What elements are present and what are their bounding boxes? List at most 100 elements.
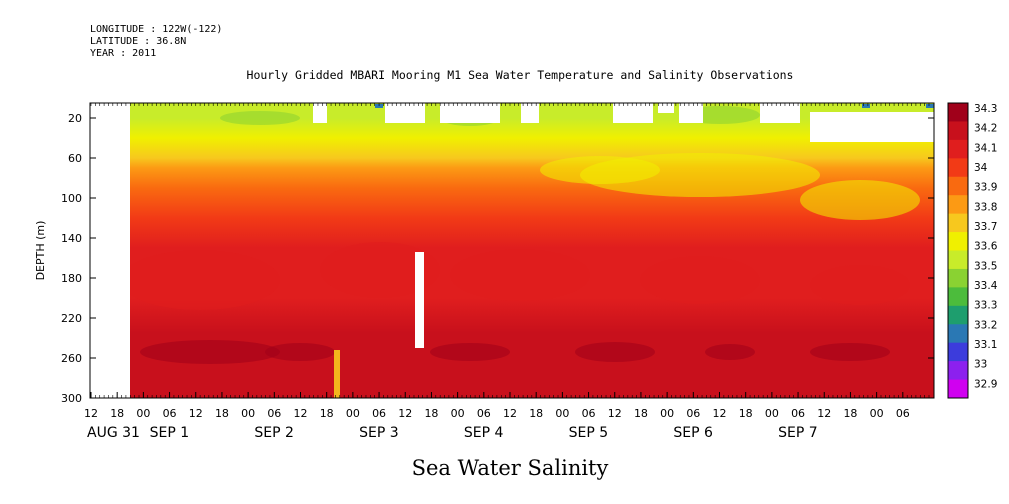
x-tick-label: 00 bbox=[136, 407, 150, 420]
colorbar-label: 33.2 bbox=[974, 319, 997, 331]
colorbar-swatch bbox=[948, 361, 968, 381]
y-tick-label: 20 bbox=[68, 112, 82, 125]
x-tick-label: 00 bbox=[870, 407, 884, 420]
colorbar-label: 33.1 bbox=[974, 339, 997, 351]
missing-data-gap bbox=[313, 103, 327, 123]
x-day-label: SEP 1 bbox=[150, 425, 190, 441]
colorbar-label: 33 bbox=[974, 359, 987, 371]
field-patch bbox=[705, 344, 755, 360]
x-tick-label: 00 bbox=[765, 407, 779, 420]
x-tick-label: 18 bbox=[739, 407, 753, 420]
x-tick-label: 06 bbox=[791, 407, 805, 420]
x-tick-label: 18 bbox=[110, 407, 124, 420]
colorbar-label: 33.5 bbox=[974, 260, 997, 272]
field-patch bbox=[320, 242, 440, 298]
field-patch bbox=[450, 249, 590, 301]
field-patch bbox=[640, 256, 760, 304]
plot-frame bbox=[89, 102, 935, 399]
colorbar-swatch bbox=[948, 232, 968, 251]
y-tick-label: 140 bbox=[61, 232, 82, 245]
x-tick-label: 18 bbox=[215, 407, 229, 420]
missing-data-gap bbox=[90, 103, 130, 398]
y-tick-label: 180 bbox=[61, 272, 82, 285]
field-patch bbox=[140, 340, 280, 364]
colorbar-label: 33.4 bbox=[974, 280, 998, 292]
x-tick-label: 18 bbox=[634, 407, 648, 420]
colorbar-label: 33.3 bbox=[974, 300, 997, 312]
colorbar-label: 34.2 bbox=[974, 123, 997, 135]
missing-data-gap bbox=[521, 103, 539, 123]
plot-area bbox=[90, 103, 934, 398]
colorbar-label: 34 bbox=[974, 162, 988, 174]
x-tick-label: 12 bbox=[294, 407, 308, 420]
x-day-label: SEP 6 bbox=[673, 425, 713, 441]
x-day-label: SEP 3 bbox=[359, 425, 399, 441]
missing-data-gap bbox=[658, 103, 674, 113]
y-tick-label: 60 bbox=[68, 152, 82, 165]
field-patch bbox=[540, 156, 660, 184]
metadata-block: LONGITUDE : 122W(-122) LATITUDE : 36.8N … bbox=[90, 24, 222, 60]
field-patch bbox=[810, 343, 890, 361]
x-tick-label: 06 bbox=[582, 407, 596, 420]
x-tick-label: 18 bbox=[843, 407, 857, 420]
x-tick-label: 12 bbox=[398, 407, 412, 420]
colorbar-label: 32.9 bbox=[974, 378, 997, 390]
year-text: YEAR : 2011 bbox=[90, 48, 157, 59]
field-patch bbox=[430, 343, 510, 361]
colorbar-label: 33.9 bbox=[974, 182, 997, 194]
colorbar-frame bbox=[947, 102, 969, 399]
x-tick-label: 12 bbox=[189, 407, 203, 420]
y-tick-label: 300 bbox=[61, 392, 82, 405]
field-patch bbox=[265, 343, 335, 361]
colorbar-swatch bbox=[948, 342, 968, 362]
x-tick-label: 06 bbox=[686, 407, 700, 420]
colorbar-swatch bbox=[948, 213, 968, 233]
x-tick-label: 00 bbox=[660, 407, 674, 420]
x-day-label: SEP 7 bbox=[778, 425, 818, 441]
field-patch bbox=[120, 250, 280, 310]
axes: 20 60 100 140 180 220 260 300 DEPTH (m) 12 18 00 06 1… bbox=[34, 102, 935, 441]
surface-fresh-patch bbox=[862, 104, 870, 108]
colorbar-swatch bbox=[948, 195, 968, 215]
colorbar-swatch bbox=[948, 176, 968, 196]
chart-title: Hourly Gridded MBARI Mooring M1 Sea Wate… bbox=[246, 68, 794, 82]
missing-data-gap bbox=[679, 103, 703, 123]
x-tick-label: 06 bbox=[163, 407, 177, 420]
x-tick-label: 12 bbox=[84, 407, 98, 420]
colorbar-swatch bbox=[948, 268, 968, 288]
colorbar-swatch bbox=[948, 250, 968, 270]
x-tick-label: 12 bbox=[817, 407, 831, 420]
y-tick-label: 220 bbox=[61, 312, 82, 325]
colorbar-swatch bbox=[948, 305, 968, 325]
colorbar-label: 34.1 bbox=[974, 142, 997, 154]
missing-data-gap bbox=[440, 103, 500, 123]
colorbar-label: 34.3 bbox=[974, 103, 997, 115]
colorbar-swatch bbox=[948, 121, 968, 141]
missing-data-gap bbox=[613, 103, 653, 123]
x-tick-label: 12 bbox=[608, 407, 622, 420]
x-axis-title: Sea Water Salinity bbox=[411, 456, 609, 480]
y-tick-label: 100 bbox=[61, 192, 82, 205]
surface-fresh-patch bbox=[926, 104, 934, 108]
x-tick-label: 06 bbox=[372, 407, 386, 420]
x-day-label: AUG 31 bbox=[87, 425, 140, 441]
x-tick-label: 06 bbox=[896, 407, 910, 420]
x-tick-label: 18 bbox=[424, 407, 438, 420]
field-patch bbox=[220, 111, 300, 125]
x-tick-label: 00 bbox=[241, 407, 255, 420]
missing-data-gap bbox=[415, 252, 424, 348]
colorbar-swatch bbox=[948, 139, 968, 159]
x-tick-label: 18 bbox=[320, 407, 334, 420]
x-tick-label: 12 bbox=[503, 407, 517, 420]
x-tick-label: 00 bbox=[346, 407, 360, 420]
x-day-label: SEP 2 bbox=[254, 425, 294, 441]
x-tick-label: 12 bbox=[713, 407, 727, 420]
colorbar-label: 33.6 bbox=[974, 241, 998, 253]
colorbar-label: 33.7 bbox=[974, 221, 997, 233]
y-axis-title: DEPTH (m) bbox=[34, 221, 47, 281]
missing-data-gap bbox=[760, 103, 800, 123]
missing-data-gap bbox=[810, 112, 934, 142]
missing-data-gap bbox=[385, 103, 425, 123]
colorbar-swatch bbox=[948, 379, 968, 399]
